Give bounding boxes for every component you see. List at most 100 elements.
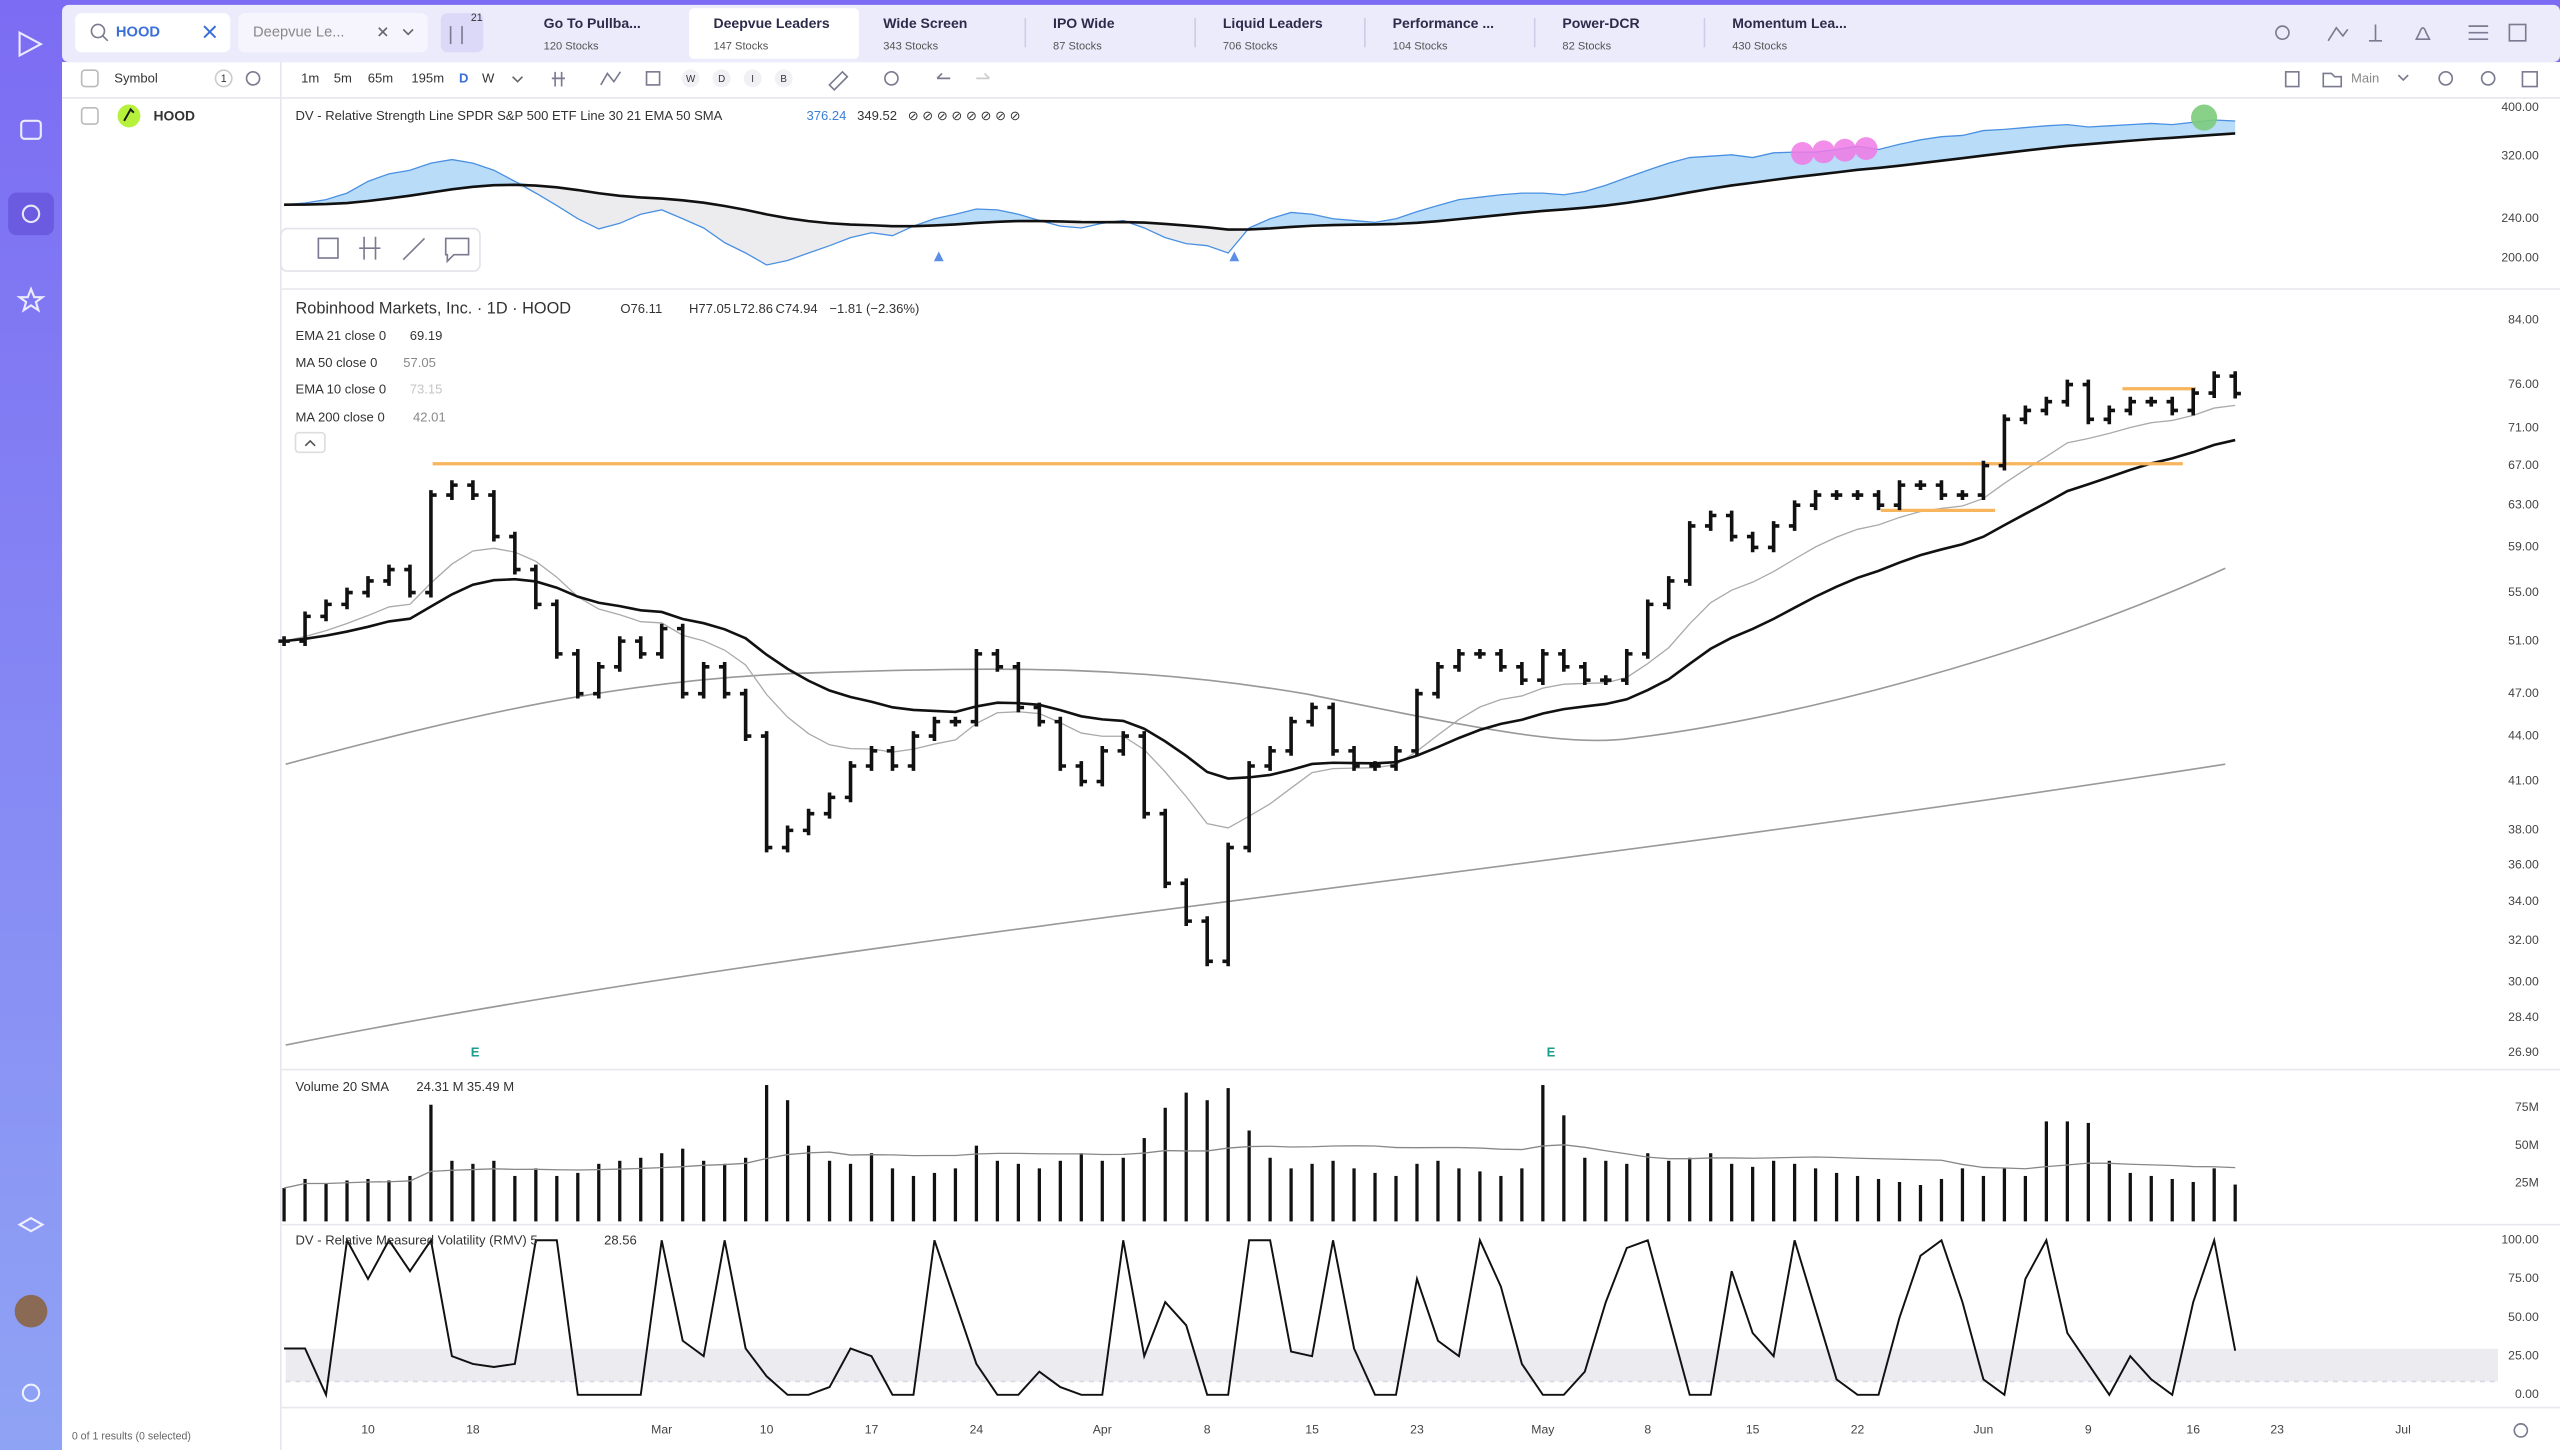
earnings-marker[interactable]: E bbox=[471, 1045, 480, 1060]
nav-icon[interactable] bbox=[17, 1216, 45, 1233]
volume-bar bbox=[974, 1145, 979, 1222]
settings-icon[interactable] bbox=[245, 71, 261, 86]
volume-bar bbox=[2212, 1168, 2216, 1222]
bell-icon[interactable] bbox=[2415, 26, 2431, 41]
tab[interactable]: Liquid Leaders 706 Stocks bbox=[1194, 15, 1323, 52]
checkbox[interactable] bbox=[80, 106, 99, 125]
compare-icon[interactable] bbox=[600, 71, 622, 86]
price-bar bbox=[1621, 648, 1633, 686]
watchlist-symbol[interactable]: HOOD bbox=[153, 107, 195, 123]
tool-icon[interactable] bbox=[2368, 24, 2383, 42]
y-tick-label: 75M bbox=[2515, 1100, 2539, 1114]
fullscreen-icon[interactable] bbox=[2521, 71, 2538, 88]
nav-icon[interactable] bbox=[20, 119, 42, 140]
period-bg[interactable] bbox=[681, 69, 700, 88]
volume-bar bbox=[1352, 1168, 1356, 1222]
checkbox[interactable] bbox=[80, 69, 99, 88]
collapse-button[interactable] bbox=[294, 431, 326, 454]
x-tick-label: Mar bbox=[651, 1423, 672, 1437]
undo-icon[interactable] bbox=[936, 72, 951, 80]
interval[interactable]: 5m bbox=[334, 71, 352, 86]
bar-tool[interactable] bbox=[359, 236, 381, 260]
tab[interactable]: Power-DCR 82 Stocks bbox=[1533, 15, 1640, 52]
search-box[interactable] bbox=[75, 13, 231, 53]
price-bar bbox=[1411, 688, 1423, 756]
nav-icon[interactable] bbox=[16, 286, 46, 313]
y-tick-label: 34.00 bbox=[2508, 894, 2539, 908]
price-bar bbox=[2187, 388, 2199, 416]
price-bar bbox=[1537, 648, 1549, 686]
interval[interactable]: 1m bbox=[301, 71, 319, 86]
nav-icon[interactable] bbox=[21, 204, 41, 224]
tab[interactable]: Performance ... 104 Stocks bbox=[1364, 15, 1494, 52]
note-tool[interactable] bbox=[444, 237, 470, 264]
volume-bar bbox=[1918, 1185, 1923, 1222]
nav-active[interactable] bbox=[8, 192, 54, 236]
tab[interactable]: Go To Pullba... 120 Stocks bbox=[544, 15, 641, 52]
period[interactable]: W bbox=[686, 74, 696, 85]
earnings-marker[interactable]: E bbox=[1547, 1045, 1556, 1060]
price-bar bbox=[2082, 379, 2095, 425]
price-bar bbox=[2229, 371, 2241, 399]
volume-bar bbox=[995, 1160, 1000, 1222]
period[interactable]: D bbox=[718, 74, 725, 85]
rect-tool[interactable] bbox=[317, 237, 339, 259]
watchlist-select[interactable] bbox=[238, 13, 428, 53]
settings-icon[interactable] bbox=[2480, 71, 2496, 86]
tab[interactable]: Wide Screen 343 Stocks bbox=[883, 15, 967, 52]
save-icon[interactable] bbox=[2284, 71, 2300, 88]
tab-count: 120 Stocks bbox=[544, 40, 599, 52]
price-bar bbox=[1159, 808, 1171, 889]
refresh-icon[interactable] bbox=[884, 71, 899, 86]
share-icon[interactable] bbox=[2275, 25, 2290, 41]
y-tick-label: 38.00 bbox=[2508, 823, 2539, 837]
rs-line bbox=[284, 119, 2236, 266]
tab-count: 87 Stocks bbox=[1053, 40, 1102, 52]
volume-bar bbox=[1457, 1168, 1461, 1222]
line-tool[interactable] bbox=[402, 237, 426, 261]
ma200-line bbox=[285, 763, 2226, 1046]
x-tick-label: 18 bbox=[466, 1423, 480, 1437]
clear-icon[interactable] bbox=[203, 25, 217, 39]
y-tick-label: 26.90 bbox=[2508, 1045, 2539, 1059]
axis-settings[interactable] bbox=[2513, 1423, 2529, 1438]
interval[interactable]: 195m bbox=[411, 71, 444, 86]
list-icon[interactable] bbox=[2468, 25, 2489, 41]
x-tick-label: 8 bbox=[1204, 1423, 1211, 1437]
indicator-icon[interactable] bbox=[551, 71, 565, 87]
layout-icon[interactable] bbox=[645, 71, 661, 86]
period-bg[interactable] bbox=[743, 69, 762, 88]
folder-icon[interactable] bbox=[2322, 72, 2343, 88]
layout-caret[interactable] bbox=[2397, 74, 2409, 82]
y-tick-label: 400.00 bbox=[2501, 100, 2539, 114]
zoom-icon[interactable] bbox=[2438, 71, 2454, 86]
tab[interactable]: Momentum Lea... 430 Stocks bbox=[1703, 15, 1847, 52]
period[interactable]: I bbox=[751, 74, 754, 85]
interval[interactable]: W bbox=[482, 71, 495, 86]
volume-bar bbox=[471, 1163, 475, 1222]
period[interactable]: B bbox=[780, 74, 787, 85]
select-icons[interactable] bbox=[378, 27, 414, 37]
period-bg[interactable] bbox=[712, 69, 731, 88]
price-bar bbox=[1663, 576, 1675, 610]
avatar[interactable] bbox=[14, 1294, 48, 1328]
redo-icon[interactable] bbox=[976, 72, 990, 80]
price-bar bbox=[467, 480, 479, 500]
tab[interactable]: IPO Wide 87 Stocks bbox=[1024, 15, 1115, 52]
tab[interactable]: Deepvue Leaders 147 Stocks bbox=[689, 8, 859, 59]
volume-bar bbox=[744, 1157, 748, 1222]
rs-flags: ⊘ ⊘ ⊘ ⊘ ⊘ ⊘ ⊘ ⊘ bbox=[908, 108, 1021, 123]
volume-bar bbox=[1939, 1178, 1944, 1222]
chart-icon[interactable] bbox=[2327, 26, 2349, 42]
interval[interactable]: 65m bbox=[368, 71, 394, 86]
interval-caret[interactable] bbox=[512, 76, 524, 83]
interval[interactable]: D bbox=[459, 71, 468, 86]
draw-icon[interactable] bbox=[828, 70, 849, 91]
price-bar bbox=[383, 564, 395, 586]
grid-icon[interactable] bbox=[2508, 23, 2527, 42]
period-bg[interactable] bbox=[774, 69, 793, 88]
volume-bar bbox=[2170, 1178, 2174, 1222]
y-tick-label: 32.00 bbox=[2508, 933, 2539, 947]
price-bar bbox=[760, 731, 773, 853]
help-icon[interactable] bbox=[21, 1383, 41, 1403]
